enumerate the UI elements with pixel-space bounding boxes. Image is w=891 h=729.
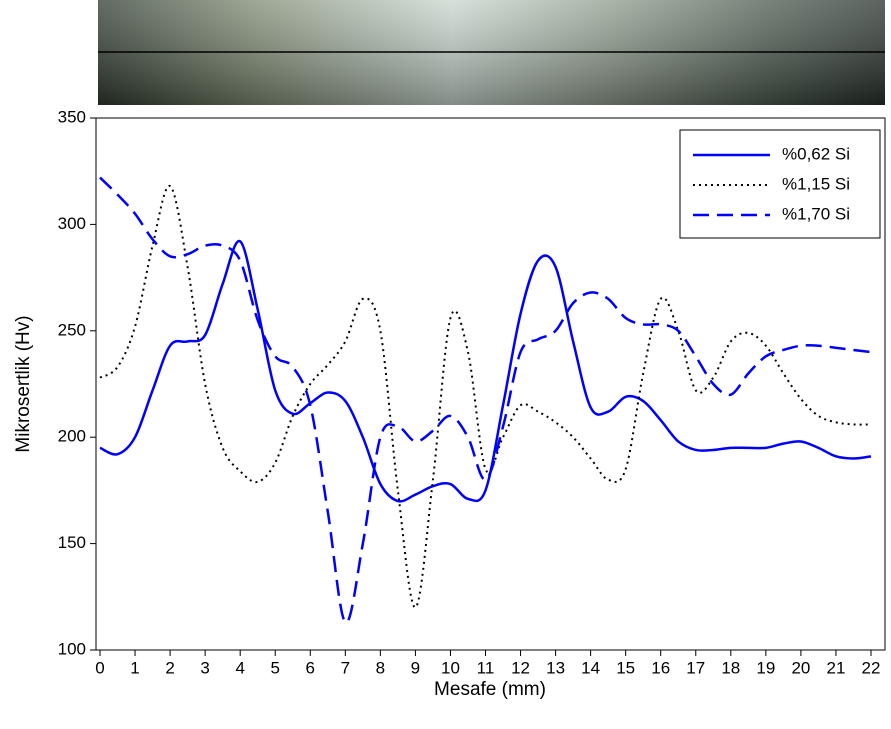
y-tick-label: 250 [58,320,86,339]
chart: Mesafe (mm) Mikrosertlik (Hv) 1001502002… [0,0,891,729]
x-tick-label: 19 [756,658,775,677]
y-tick-label: 150 [58,533,86,552]
legend-label: %0,62 Si [782,144,850,163]
x-tick-label: 21 [826,658,845,677]
series-line [100,186,871,608]
x-tick-label: 0 [95,658,104,677]
x-tick-label: 2 [165,658,174,677]
x-tick-label: 11 [477,658,495,677]
legend-label: %1,15 Si [782,174,850,193]
x-axis-label: Mesafe (mm) [434,679,546,700]
x-tick-label: 10 [441,658,460,677]
x-tick-label: 22 [862,658,881,677]
series-line [100,241,871,501]
y-axis-label: Mikrosertlik (Hv) [13,315,34,452]
x-tick-label: 9 [411,658,420,677]
x-tick-label: 13 [546,658,565,677]
x-tick-label: 18 [721,658,740,677]
series-line [100,178,871,623]
x-tick-label: 8 [376,658,385,677]
x-tick-label: 17 [686,658,705,677]
x-tick-label: 6 [306,658,315,677]
x-tick-label: 12 [511,658,530,677]
y-tick-label: 100 [58,639,86,658]
x-tick-label: 14 [581,658,600,677]
y-tick-label: 350 [58,107,86,126]
x-tick-label: 5 [270,658,279,677]
micrograph-photo [98,0,885,105]
y-tick-label: 300 [58,214,86,233]
x-tick-label: 3 [200,658,209,677]
y-tick-label: 200 [58,427,86,446]
x-tick-label: 7 [341,658,350,677]
x-tick-label: 16 [651,658,670,677]
x-tick-label: 15 [616,658,635,677]
x-tick-label: 4 [235,658,244,677]
x-tick-label: 20 [791,658,810,677]
legend-label: %1,70 Si [782,204,850,223]
x-tick-label: 1 [130,658,139,677]
